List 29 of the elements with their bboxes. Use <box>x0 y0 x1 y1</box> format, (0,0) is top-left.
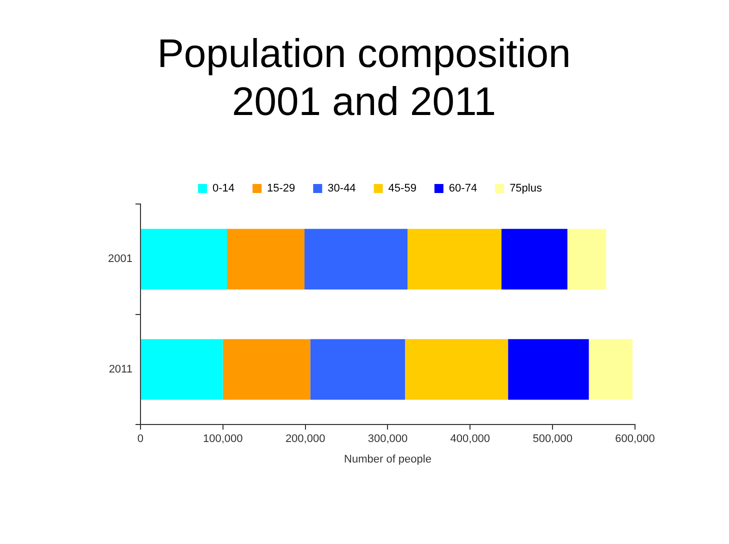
legend-label: 30-44 <box>328 182 356 195</box>
x-tick-label: 600,000 <box>615 433 655 446</box>
x-tick-label: 100,000 <box>203 433 243 446</box>
x-tick-label: 0 <box>137 433 144 446</box>
chart-title: Population composition 2001 and 2011 <box>156 31 572 126</box>
bar <box>408 228 502 290</box>
bar <box>501 228 568 290</box>
bar <box>222 339 310 400</box>
x-tick-label: 400,000 <box>450 433 490 446</box>
bar <box>140 228 228 290</box>
y-tick-label: 2001 <box>108 253 132 266</box>
bar <box>567 228 606 290</box>
legend-label: 45-59 <box>388 182 416 195</box>
x-axis-title: Number of people <box>344 453 432 466</box>
bar <box>304 228 408 290</box>
legend-label: 60-74 <box>448 182 478 195</box>
bar <box>588 339 633 400</box>
legend-label: 75plus <box>510 182 542 195</box>
bar <box>140 339 223 400</box>
legend-label: 0-14 <box>212 182 235 195</box>
bar <box>405 339 508 400</box>
legend-label: 15-29 <box>267 182 296 195</box>
x-tick-label: 200,000 <box>285 433 326 446</box>
x-tick-label: 300,000 <box>368 433 408 446</box>
bar <box>310 339 406 400</box>
bar <box>227 228 304 290</box>
y-tick-label: 2011 <box>108 363 132 376</box>
bar <box>508 339 589 400</box>
x-tick-label: 500,000 <box>532 433 572 446</box>
